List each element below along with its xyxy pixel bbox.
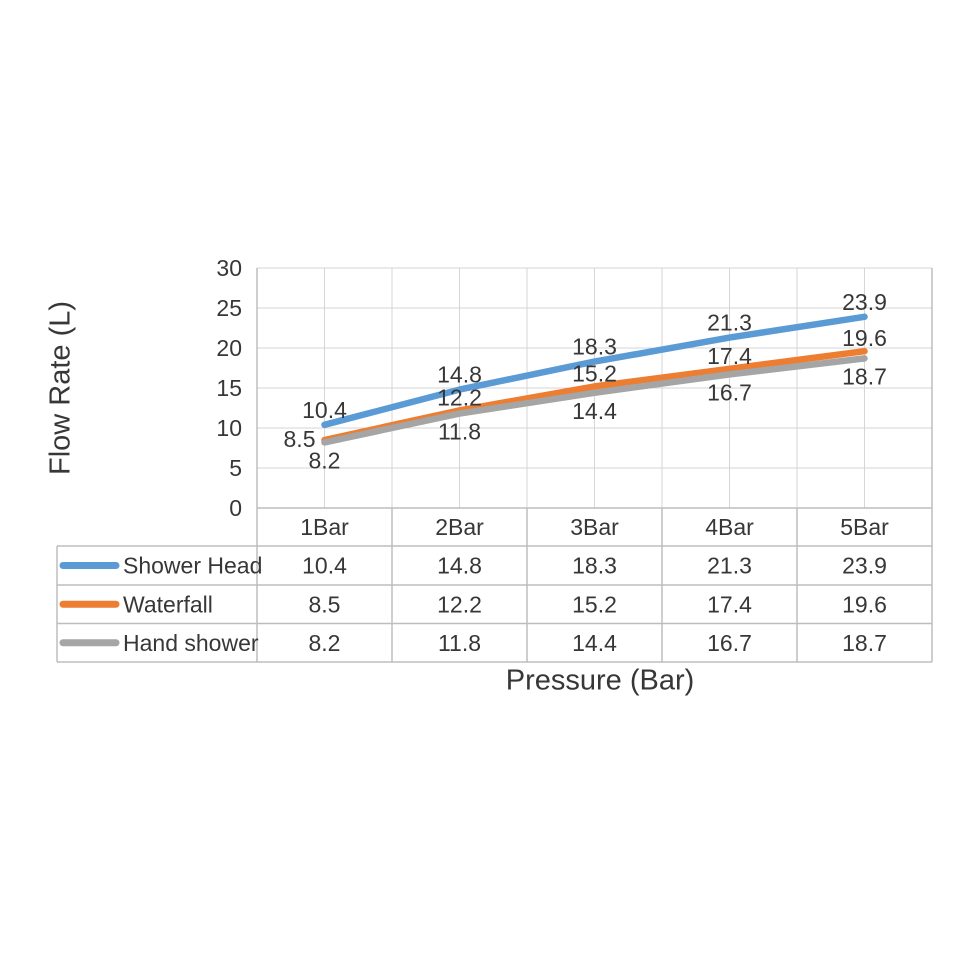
table-cell: 11.8 <box>438 630 481 656</box>
data-label: 15.2 <box>572 360 617 386</box>
y-tick-label: 30 <box>216 255 242 281</box>
series-line-shower-head <box>321 313 868 429</box>
series-name: Shower Head <box>123 553 262 579</box>
data-label: 19.6 <box>842 325 887 351</box>
table-cell: 16.7 <box>707 630 752 656</box>
table-header-cell: 2Bar <box>435 514 484 540</box>
series-line-hand-shower <box>321 355 868 446</box>
data-label: 11.8 <box>438 419 481 445</box>
table-cell: 17.4 <box>707 591 752 617</box>
data-label: 17.4 <box>707 343 752 369</box>
data-label: 21.3 <box>707 310 752 336</box>
y-tick-label: 25 <box>216 295 242 321</box>
table-header-cell: 4Bar <box>705 514 754 540</box>
table-cell: 23.9 <box>842 553 887 579</box>
data-label: 23.9 <box>842 289 887 315</box>
table-header-cell: 5Bar <box>840 514 889 540</box>
data-label: 18.3 <box>572 334 617 360</box>
table-header-cell: 1Bar <box>300 514 349 540</box>
series-name: Waterfall <box>123 591 213 617</box>
table-cell: 8.5 <box>309 591 341 617</box>
data-label: 8.5 <box>284 426 316 452</box>
data-label: 14.4 <box>572 398 617 424</box>
table-cell: 18.7 <box>842 630 887 656</box>
table-cell: 15.2 <box>572 591 617 617</box>
data-label: 16.7 <box>707 379 752 405</box>
table-cell: 21.3 <box>707 553 752 579</box>
table-cell: 18.3 <box>572 553 617 579</box>
table-cell: 10.4 <box>302 553 347 579</box>
y-tick-label: 10 <box>216 415 242 441</box>
table-cell: 19.6 <box>842 591 887 617</box>
x-axis-title: Pressure (Bar) <box>505 664 695 697</box>
table-cell: 14.4 <box>572 630 617 656</box>
y-axis-title: Flow Rate (L) <box>44 300 77 476</box>
data-label: 10.4 <box>302 397 347 423</box>
data-label: 8.2 <box>309 447 341 473</box>
y-tick-label: 20 <box>216 335 242 361</box>
table-cell: 14.8 <box>437 553 482 579</box>
data-label: 14.8 <box>437 362 482 388</box>
y-tick-label: 0 <box>229 495 242 521</box>
y-tick-label: 15 <box>216 375 242 401</box>
table-header-cell: 3Bar <box>570 514 619 540</box>
table-cell: 12.2 <box>437 591 482 617</box>
series-name: Hand shower <box>123 630 259 656</box>
table-cell: 8.2 <box>309 630 341 656</box>
y-tick-label: 5 <box>229 455 242 481</box>
data-label: 18.7 <box>842 363 887 389</box>
data-label: 12.2 <box>437 384 482 410</box>
